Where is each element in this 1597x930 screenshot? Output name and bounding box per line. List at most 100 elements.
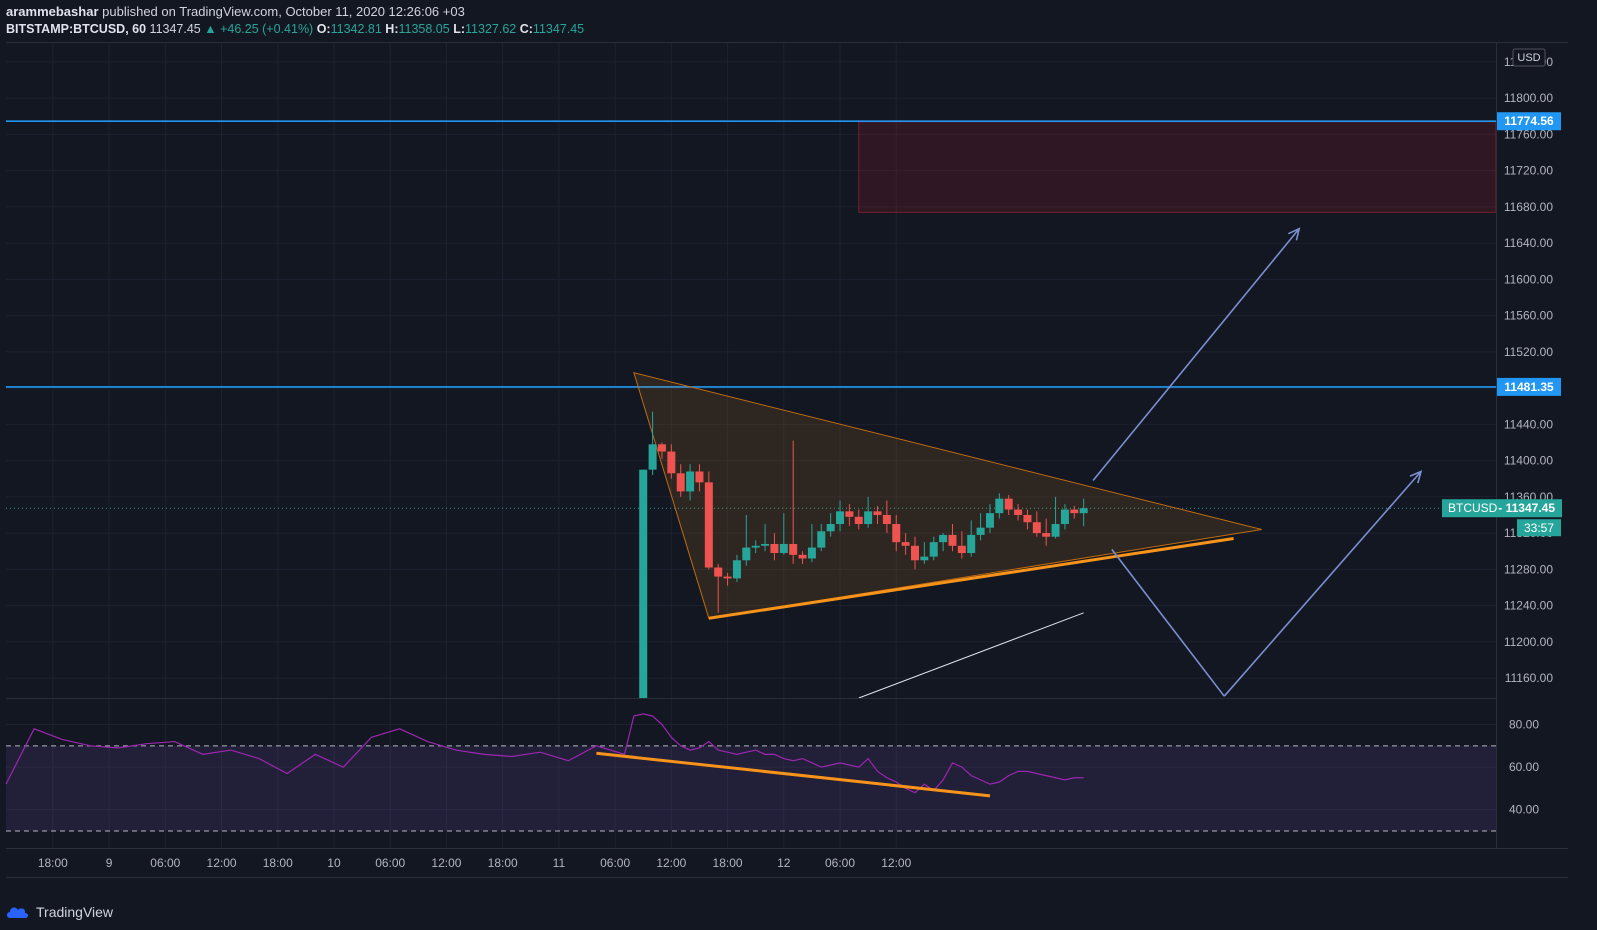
chart-header: arammebashar published on TradingView.co… xyxy=(0,0,1597,42)
candle-body xyxy=(1004,498,1013,510)
candle-body xyxy=(648,444,657,470)
rsi-pane xyxy=(5,713,1496,832)
candle-body xyxy=(1042,533,1051,537)
price-tick-label: 11720.00 xyxy=(1504,164,1553,178)
candle-body xyxy=(873,511,882,515)
candle-body xyxy=(864,511,873,525)
candle-body xyxy=(985,513,994,528)
level-price-tag xyxy=(1497,377,1561,396)
brand-name: TradingView xyxy=(36,904,114,920)
candle-body xyxy=(798,554,807,559)
price-tick-label: 11440.00 xyxy=(1504,417,1553,431)
resistance-zone-box xyxy=(858,121,1497,213)
published-text: published on TradingView.com, October 11… xyxy=(102,4,465,19)
rsi-tick-label: 60.00 xyxy=(1509,760,1539,774)
arrow-head xyxy=(1409,470,1423,484)
candle-body xyxy=(704,482,713,568)
price-tick-label: 11640.00 xyxy=(1504,236,1553,250)
candle-body xyxy=(1060,509,1069,525)
change-value: ▲ +46.25 (+0.41%) xyxy=(204,22,314,36)
candle-body xyxy=(770,543,779,554)
currency-label: USD xyxy=(1517,52,1540,64)
symbol-label[interactable]: BITSTAMP:BTCUSD, 60 xyxy=(6,22,147,36)
candle-body xyxy=(695,471,704,483)
rsi-line xyxy=(5,713,1084,794)
countdown-tag xyxy=(1517,519,1561,537)
candle-body xyxy=(639,469,648,698)
rsi-tick-label: 40.00 xyxy=(1509,803,1539,817)
projection-arrow xyxy=(1223,470,1422,697)
candle-body xyxy=(1023,514,1032,523)
candle-body xyxy=(882,514,891,525)
candle-body xyxy=(920,556,929,561)
plot-background xyxy=(6,42,1524,898)
open-value: 11342.81 xyxy=(330,22,382,36)
price-tick-label: 11160.00 xyxy=(1505,671,1554,685)
time-tick-label: 06:00 xyxy=(825,856,855,870)
resistance-zone xyxy=(858,121,1497,213)
axes: 11840.0011800.0011760.0011720.0011680.00… xyxy=(6,42,1568,878)
candle-body xyxy=(723,576,732,579)
time-tick-label: 06:00 xyxy=(600,856,630,870)
price-tick-label: 11760.00 xyxy=(1504,127,1553,141)
tradingview-logo[interactable]: TradingView xyxy=(6,904,113,920)
candle-body xyxy=(742,547,751,561)
candle-body xyxy=(676,473,685,492)
candle-body xyxy=(901,542,910,546)
horizontal-levels xyxy=(6,120,1496,509)
drawings xyxy=(858,227,1423,699)
high-label: H: xyxy=(385,22,399,36)
low-value: 11327.62 xyxy=(465,22,517,36)
candle-body xyxy=(1014,509,1023,515)
time-tick-label: 11 xyxy=(553,856,566,870)
candle-body xyxy=(948,534,957,546)
high-value: 11358.05 xyxy=(398,22,450,36)
candle-body xyxy=(957,545,966,554)
price-tick-label: 11560.00 xyxy=(1504,309,1553,323)
grid xyxy=(6,42,1496,848)
triangle-shape xyxy=(633,372,1262,619)
rsi-band-fill xyxy=(6,745,1496,831)
low-label: L: xyxy=(453,22,466,36)
time-tick-label: 18:00 xyxy=(488,856,518,870)
time-tick-label: 18:00 xyxy=(263,856,293,870)
time-tick-label: 06:00 xyxy=(375,856,405,870)
rsi-tick-label: 80.00 xyxy=(1509,718,1539,732)
last-price-value: 11347.45 xyxy=(149,22,201,36)
candle-body xyxy=(714,567,723,577)
price-tick-label: 11520.00 xyxy=(1504,345,1553,359)
level-price-label: 11481.35 xyxy=(1504,380,1554,394)
time-tick-label: 12:00 xyxy=(207,856,237,870)
candle-body xyxy=(686,471,695,492)
level-price-label: 11774.56 xyxy=(1504,114,1554,128)
candle-body xyxy=(779,543,788,554)
author-name[interactable]: arammebashar xyxy=(6,4,99,19)
candle-body xyxy=(995,498,1004,514)
support-trendline xyxy=(708,537,1234,620)
candle-body xyxy=(789,543,798,555)
candle-body xyxy=(667,451,676,474)
triangle-pattern xyxy=(633,372,1262,620)
countdown-label: 33:57 xyxy=(1524,521,1554,535)
currency-badge xyxy=(1512,48,1546,67)
time-tick-label: 12:00 xyxy=(431,856,461,870)
time-tick-label: 06:00 xyxy=(150,856,180,870)
candle-body xyxy=(1070,509,1079,514)
candle-body xyxy=(751,545,760,548)
close-value: 11347.45 xyxy=(532,22,585,36)
candle-body xyxy=(1079,508,1088,514)
candle-body xyxy=(845,511,854,517)
rsi-divergence-line xyxy=(596,751,991,798)
price-tick-label: 11680.00 xyxy=(1504,200,1553,214)
candle-body xyxy=(1051,524,1060,537)
arrow-head xyxy=(1287,227,1301,241)
candle-body xyxy=(761,543,770,546)
time-tick-label: 9 xyxy=(106,856,113,870)
last-price-tag xyxy=(1442,499,1562,518)
time-tick-label: 18:00 xyxy=(713,856,743,870)
candle-body xyxy=(967,534,976,554)
candles xyxy=(639,411,1088,698)
price-tick-label: 11800.00 xyxy=(1504,91,1553,105)
drawn-line xyxy=(858,612,1084,699)
